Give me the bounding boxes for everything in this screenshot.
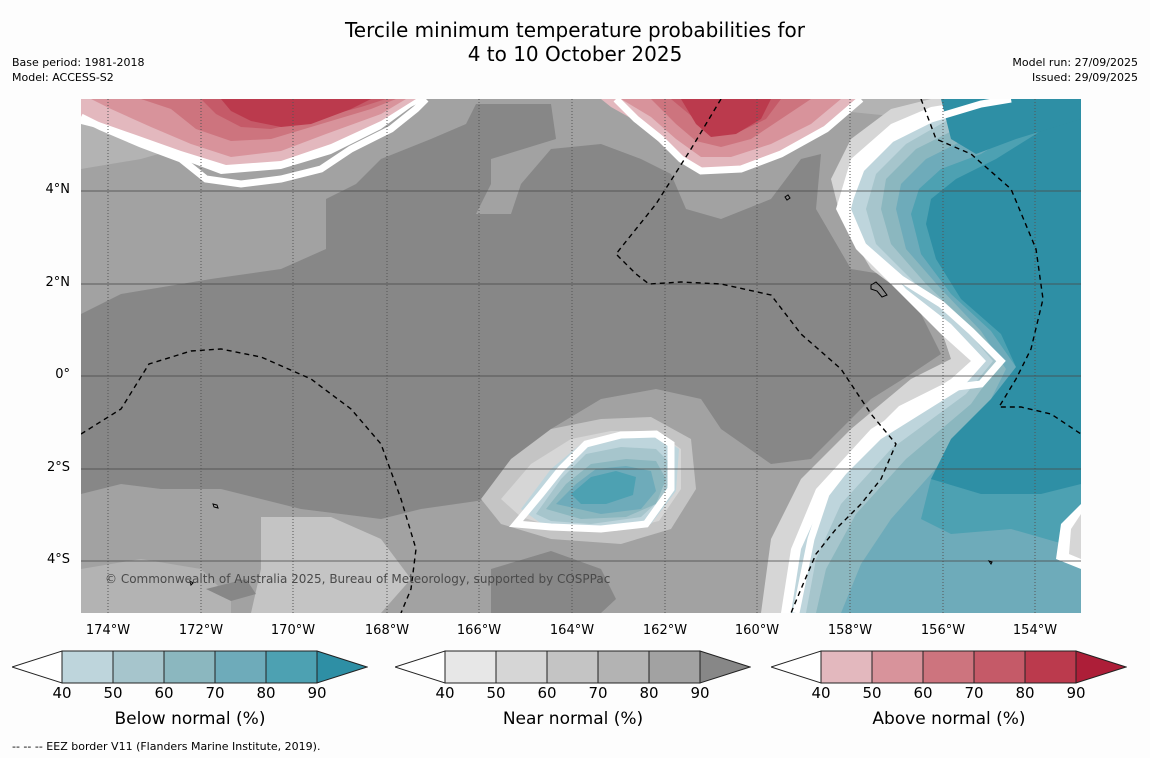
below-tick-50: 50	[103, 684, 123, 702]
near-tick-80: 80	[639, 684, 659, 702]
above-normal-title: Above normal (%)	[872, 709, 1026, 729]
colorbar-segment	[112, 650, 165, 684]
above-normal-topleft	[81, 99, 429, 188]
model-name: Model: ACCESS-S2	[12, 71, 114, 84]
lon-label-170w: 170°W	[270, 623, 316, 638]
above-normal-topcenter	[601, 99, 864, 175]
copyright-notice: © Commonwealth of Australia 2025, Bureau…	[105, 572, 610, 586]
colorbar-high-extend	[316, 650, 368, 684]
eez-borders	[81, 99, 1081, 613]
below-tick-70: 70	[205, 684, 225, 702]
lon-label-154w: 154°W	[1012, 623, 1058, 638]
near-tick-90: 90	[690, 684, 710, 702]
colorbar-above-normal	[771, 650, 1127, 684]
near-tick-50: 50	[486, 684, 506, 702]
colorbar-near-normal	[395, 650, 751, 684]
lon-label-160w: 160°W	[734, 623, 780, 638]
below-tick-90: 90	[307, 684, 327, 702]
colorbar-high-extend	[1075, 650, 1127, 684]
title-line-1: Tercile minimum temperature probabilitie…	[344, 18, 806, 42]
lat-label-0: 0°	[55, 367, 70, 382]
colorbar-segment	[871, 650, 924, 684]
model-info: Base period: 1981-2018 Model: ACCESS-S2	[12, 55, 144, 85]
lon-label-168w: 168°W	[364, 623, 410, 638]
issued-date: Issued: 29/09/2025	[1031, 71, 1138, 84]
above-tick-90: 90	[1066, 684, 1086, 702]
colorbar-segment	[597, 650, 650, 684]
below-normal-east	[761, 99, 1081, 613]
near-normal-50-bottom-left	[81, 559, 231, 613]
above-tick-40: 40	[811, 684, 831, 702]
colorbar-segment	[214, 650, 267, 684]
above-tick-50: 50	[862, 684, 882, 702]
map-title: Tercile minimum temperature probabilitie…	[0, 18, 1150, 66]
lon-label-162w: 162°W	[642, 623, 688, 638]
colorbar-below-normal	[12, 650, 368, 684]
colorbar-segment	[495, 650, 548, 684]
colorbar-segment	[973, 650, 1026, 684]
near-normal-90-bottom	[491, 551, 616, 613]
below-normal-title: Below normal (%)	[114, 709, 266, 729]
below-tick-60: 60	[154, 684, 174, 702]
near-normal-90-patch	[206, 579, 256, 601]
colorbar-segment	[922, 650, 975, 684]
colorbar-segment	[163, 650, 216, 684]
colorbar-segment	[265, 650, 318, 684]
colorbar-high-extend	[699, 650, 751, 684]
near-tick-70: 70	[588, 684, 608, 702]
probability-map: © Commonwealth of Australia 2025, Bureau…	[81, 99, 1081, 613]
below-normal-center	[481, 417, 696, 544]
title-line-2: 4 to 10 October 2025	[467, 42, 683, 66]
model-run-date: Model run: 27/09/2025	[1012, 56, 1138, 69]
above-tick-70: 70	[964, 684, 984, 702]
below-tick-80: 80	[256, 684, 276, 702]
eez-footnote: -- -- -- EEZ border V11 (Flanders Marine…	[12, 740, 321, 753]
near-normal-title: Near normal (%)	[502, 709, 644, 729]
colorbar-segment	[820, 650, 873, 684]
colorbar-low-extend	[395, 650, 446, 684]
lon-label-166w: 166°W	[456, 623, 502, 638]
colorbar-low-extend	[12, 650, 63, 684]
lat-label-2s: 2°S	[46, 460, 70, 475]
colorbar-segment	[61, 650, 114, 684]
base-period: Base period: 1981-2018	[12, 56, 145, 69]
latitude-gridlines	[81, 190, 1081, 562]
lon-label-164w: 164°W	[549, 623, 595, 638]
colorbar-segment	[444, 650, 497, 684]
colorbar-segment	[1024, 650, 1077, 684]
islands	[189, 194, 993, 586]
below-tick-40: 40	[52, 684, 72, 702]
lon-label-158w: 158°W	[827, 623, 873, 638]
near-normal-90-region	[81, 104, 941, 519]
lon-label-156w: 156°W	[920, 623, 966, 638]
colorbar-low-extend	[771, 650, 822, 684]
colorbar-segment	[546, 650, 599, 684]
near-tick-40: 40	[435, 684, 455, 702]
lat-label-4s: 4°S	[46, 552, 70, 567]
run-info: Model run: 27/09/2025 Issued: 29/09/2025	[1012, 55, 1138, 85]
lat-label-2n: 2°N	[45, 275, 71, 290]
near-tick-60: 60	[537, 684, 557, 702]
colorbar-segment	[648, 650, 701, 684]
above-tick-60: 60	[913, 684, 933, 702]
lat-label-4n: 4°N	[45, 182, 71, 197]
above-tick-80: 80	[1015, 684, 1035, 702]
lon-label-172w: 172°W	[178, 623, 224, 638]
lon-label-174w: 174°W	[85, 623, 131, 638]
